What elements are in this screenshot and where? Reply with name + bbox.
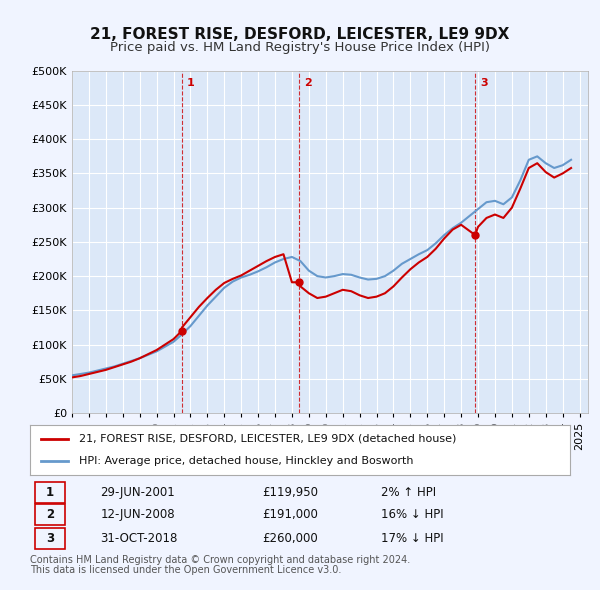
- Text: 29-JUN-2001: 29-JUN-2001: [100, 486, 175, 499]
- Text: 16% ↓ HPI: 16% ↓ HPI: [381, 508, 443, 522]
- Text: £119,950: £119,950: [262, 486, 318, 499]
- Text: 21, FOREST RISE, DESFORD, LEICESTER, LE9 9DX (detached house): 21, FOREST RISE, DESFORD, LEICESTER, LE9…: [79, 434, 456, 444]
- Text: 2% ↑ HPI: 2% ↑ HPI: [381, 486, 436, 499]
- Text: 1: 1: [187, 78, 194, 88]
- Bar: [35, 483, 65, 503]
- Text: This data is licensed under the Open Government Licence v3.0.: This data is licensed under the Open Gov…: [30, 565, 341, 575]
- Text: £191,000: £191,000: [262, 508, 318, 522]
- Bar: [35, 504, 65, 525]
- Text: 3: 3: [480, 78, 488, 88]
- Text: 2: 2: [304, 78, 312, 88]
- Text: £260,000: £260,000: [262, 532, 318, 545]
- Text: Contains HM Land Registry data © Crown copyright and database right 2024.: Contains HM Land Registry data © Crown c…: [30, 555, 410, 565]
- Text: 3: 3: [46, 532, 54, 545]
- Text: 2: 2: [46, 508, 54, 522]
- Text: Price paid vs. HM Land Registry's House Price Index (HPI): Price paid vs. HM Land Registry's House …: [110, 41, 490, 54]
- Text: 17% ↓ HPI: 17% ↓ HPI: [381, 532, 443, 545]
- Text: 12-JUN-2008: 12-JUN-2008: [100, 508, 175, 522]
- Text: HPI: Average price, detached house, Hinckley and Bosworth: HPI: Average price, detached house, Hinc…: [79, 456, 413, 466]
- Bar: [35, 528, 65, 549]
- Text: 31-OCT-2018: 31-OCT-2018: [100, 532, 178, 545]
- Text: 1: 1: [46, 486, 54, 499]
- Text: 21, FOREST RISE, DESFORD, LEICESTER, LE9 9DX: 21, FOREST RISE, DESFORD, LEICESTER, LE9…: [91, 27, 509, 41]
